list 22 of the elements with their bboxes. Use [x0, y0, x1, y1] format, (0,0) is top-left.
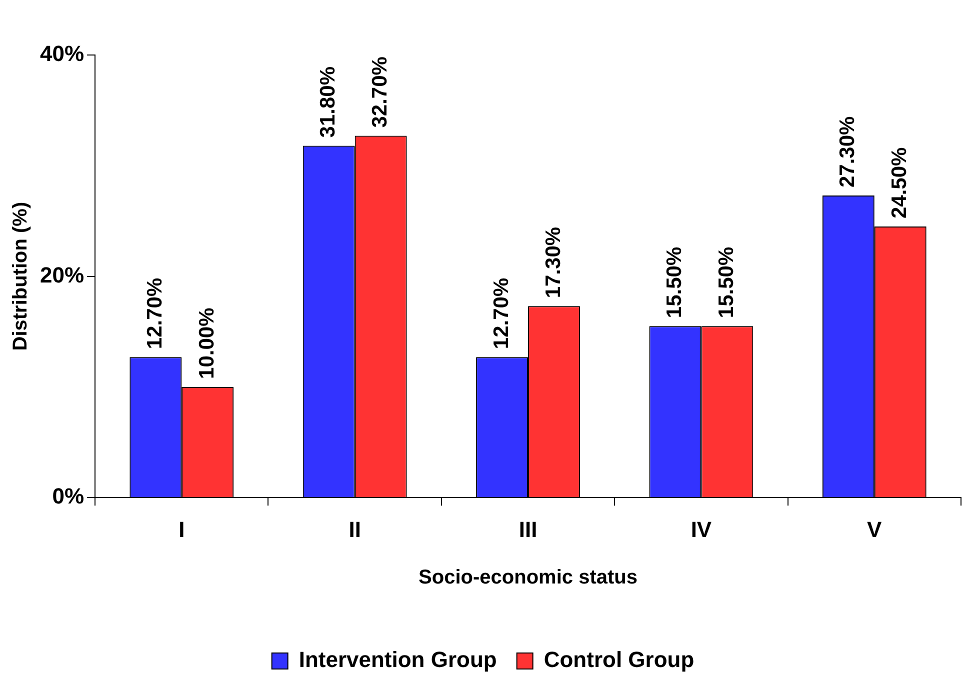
data-label: 15.50%	[714, 246, 738, 318]
data-label: 31.80%	[316, 66, 340, 138]
data-label: 10.00%	[195, 307, 218, 379]
x-tick-label: II	[348, 516, 361, 542]
data-label: 24.50%	[888, 146, 912, 219]
x-tick-label: I	[178, 516, 185, 542]
y-tick-label: 0%	[52, 484, 84, 509]
y-tick-label: 20%	[40, 262, 84, 288]
x-axis-title: Socio-economic status	[418, 566, 638, 589]
data-label: 17.30%	[542, 226, 565, 298]
y-tick-label: 40%	[40, 41, 84, 66]
x-tick-label: IV	[690, 516, 712, 542]
x-tick-label: V	[867, 516, 882, 542]
y-axis-title: Distribution (%)	[10, 202, 32, 351]
data-label: 15.50%	[663, 246, 686, 318]
x-tick-label: III	[518, 516, 538, 542]
legend-label: Control Group	[544, 647, 694, 672]
data-label: 12.70%	[490, 278, 513, 350]
data-label: 32.70%	[368, 56, 392, 128]
legend-label: Intervention Group	[298, 647, 497, 672]
data-label: 27.30%	[836, 116, 860, 188]
data-label: 12.70%	[143, 278, 166, 350]
